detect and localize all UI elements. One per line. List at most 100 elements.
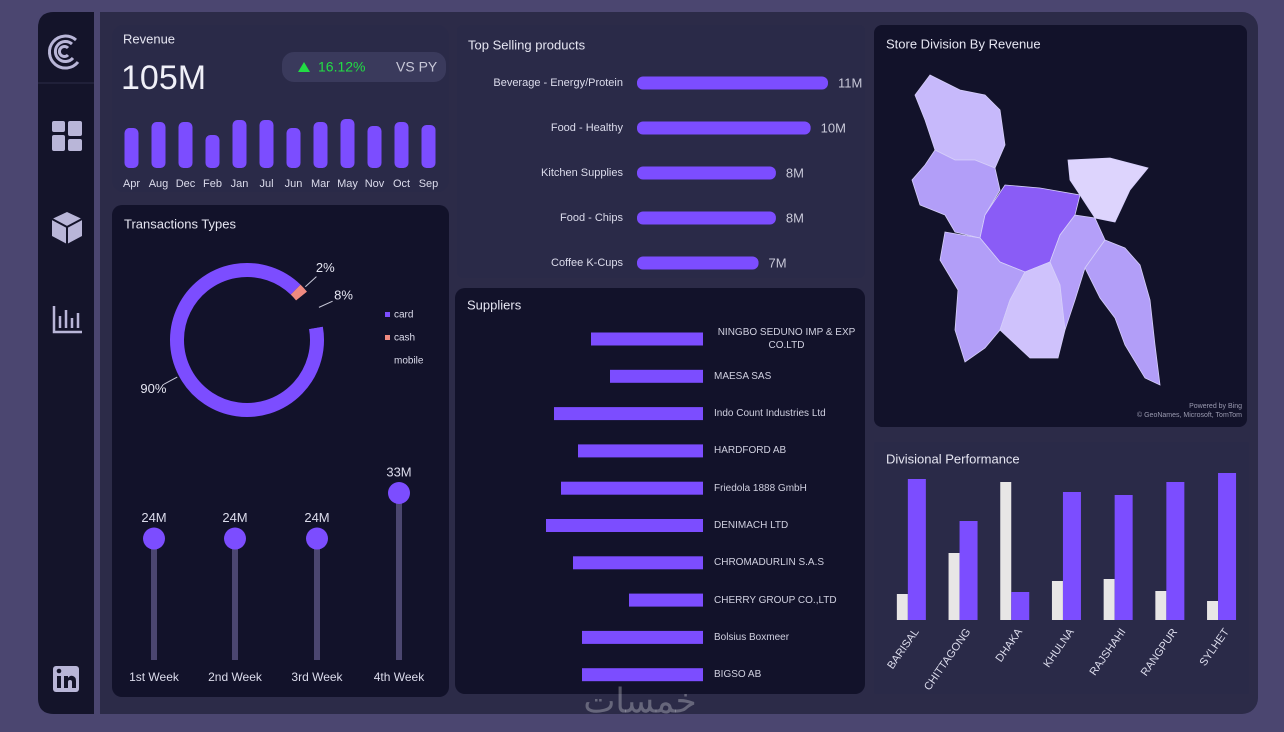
lollipop-head — [306, 527, 328, 550]
value-label: 33M — [386, 464, 411, 479]
bar — [637, 121, 811, 135]
kpi-change-pill — [282, 52, 446, 82]
leader-line — [318, 300, 333, 308]
data-label: 8% — [334, 288, 353, 303]
x-tick-label: 3rd Week — [291, 670, 343, 684]
bar — [367, 126, 382, 168]
bar — [1011, 592, 1030, 620]
kpi-up-arrow — [298, 62, 310, 72]
logo-icon — [47, 34, 80, 70]
bar — [232, 120, 247, 168]
dashboard-icon[interactable] — [52, 121, 82, 151]
bar — [629, 593, 703, 607]
lollipop-head — [388, 482, 410, 504]
leader-line — [305, 276, 317, 288]
category-label-box: Friedola 1888 GmbH — [714, 483, 807, 494]
bangladesh-map — [911, 74, 1161, 386]
bar — [1218, 473, 1237, 620]
value-label: 7M — [769, 255, 787, 270]
product-icon[interactable] — [51, 212, 83, 244]
category-label: Kitchen Supplies — [541, 167, 623, 179]
bar — [286, 128, 301, 168]
x-tick-label: Dec — [176, 178, 196, 190]
bar — [554, 407, 703, 421]
bar — [1207, 601, 1219, 620]
legend-swatch — [385, 358, 390, 363]
watermark: خمسات — [583, 682, 696, 722]
data-label: 2% — [316, 260, 335, 275]
legend-swatch — [385, 312, 390, 317]
value-label: 24M — [141, 510, 166, 525]
bar — [1114, 495, 1133, 620]
chart-icon[interactable] — [52, 306, 82, 334]
x-tick-label: Mar — [311, 178, 330, 190]
lollipop-head — [224, 527, 246, 550]
category-label: Beverage - Energy/Protein — [493, 77, 623, 89]
bar — [421, 125, 436, 168]
map-credit: Powered by Bing — [1189, 403, 1242, 410]
bar — [124, 128, 139, 168]
bar — [1062, 492, 1081, 620]
donut-segment — [170, 263, 324, 417]
bar — [573, 556, 703, 570]
kpi-title: Revenue — [123, 31, 175, 46]
value-label: 10M — [821, 120, 846, 135]
x-tick-label: 2nd Week — [208, 670, 263, 684]
top-selling-panel — [457, 25, 865, 278]
transactions-panel — [112, 205, 449, 697]
category-label: MAESA SAS — [714, 370, 772, 382]
category-label: Bolsius Boxmeer — [714, 631, 790, 643]
chart-title: Suppliers — [467, 297, 522, 312]
bar — [637, 256, 759, 270]
bar — [151, 122, 166, 168]
linkedin-icon[interactable] — [53, 666, 79, 692]
bar — [591, 332, 703, 346]
category-label-box: Bolsius Boxmeer — [714, 631, 790, 643]
x-tick-label: Jun — [285, 178, 303, 190]
legend-label: card — [394, 310, 413, 321]
category-label: CHERRY GROUP CO.,LTD — [714, 594, 837, 606]
x-tick-label: 4th Week — [374, 670, 425, 684]
category-label: HARDFORD AB — [714, 445, 787, 457]
bar — [948, 553, 960, 620]
category-label-box: MAESA SAS — [714, 370, 772, 382]
category-label-box: NINGBO SEDUNO IMP & EXP CO.LTD — [718, 327, 856, 351]
bar — [637, 166, 776, 180]
x-tick-label: Aug — [149, 178, 169, 190]
value-label: 8M — [786, 165, 804, 180]
bar — [582, 668, 703, 682]
x-tick-label: Sep — [419, 178, 439, 190]
x-tick-label: Nov — [365, 178, 385, 190]
lollipop-head — [143, 527, 165, 550]
chart-title: Transactions Types — [124, 216, 236, 231]
category-label-box: BIGSO AB — [714, 669, 762, 681]
bar — [637, 76, 828, 90]
bar — [959, 521, 978, 620]
category-label-box: CHROMADURLIN S.A.S — [714, 557, 825, 569]
kpi-value: 105M — [121, 59, 206, 97]
bar — [340, 119, 355, 168]
category-label-box: Indo Count Industries Ltd — [714, 408, 826, 419]
x-tick-label: Oct — [393, 178, 410, 190]
category-label: Food - Healthy — [551, 122, 624, 134]
category-label: BIGSO AB — [714, 669, 762, 681]
category-label-box: HARDFORD AB — [714, 445, 787, 457]
category-label: CHROMADURLIN S.A.S — [714, 557, 825, 569]
bar — [896, 594, 908, 620]
category-label-box: CHERRY GROUP CO.,LTD — [714, 594, 837, 606]
bar — [561, 481, 703, 495]
category-label: DENIMACH LTD — [714, 520, 789, 531]
legend-label: cash — [394, 333, 415, 344]
bar — [1000, 482, 1012, 620]
x-tick-label: Jan — [231, 178, 249, 190]
bar — [546, 519, 703, 532]
chart-title: Divisional Performance — [886, 451, 1020, 466]
kpi-compare: VS PY — [396, 59, 438, 75]
bar — [205, 135, 220, 168]
chart-title: Top Selling products — [468, 37, 586, 52]
value-label: 11M — [838, 75, 862, 90]
donut-segment — [290, 284, 308, 301]
sidebar-edge — [94, 12, 100, 714]
x-tick-label: May — [337, 178, 358, 190]
